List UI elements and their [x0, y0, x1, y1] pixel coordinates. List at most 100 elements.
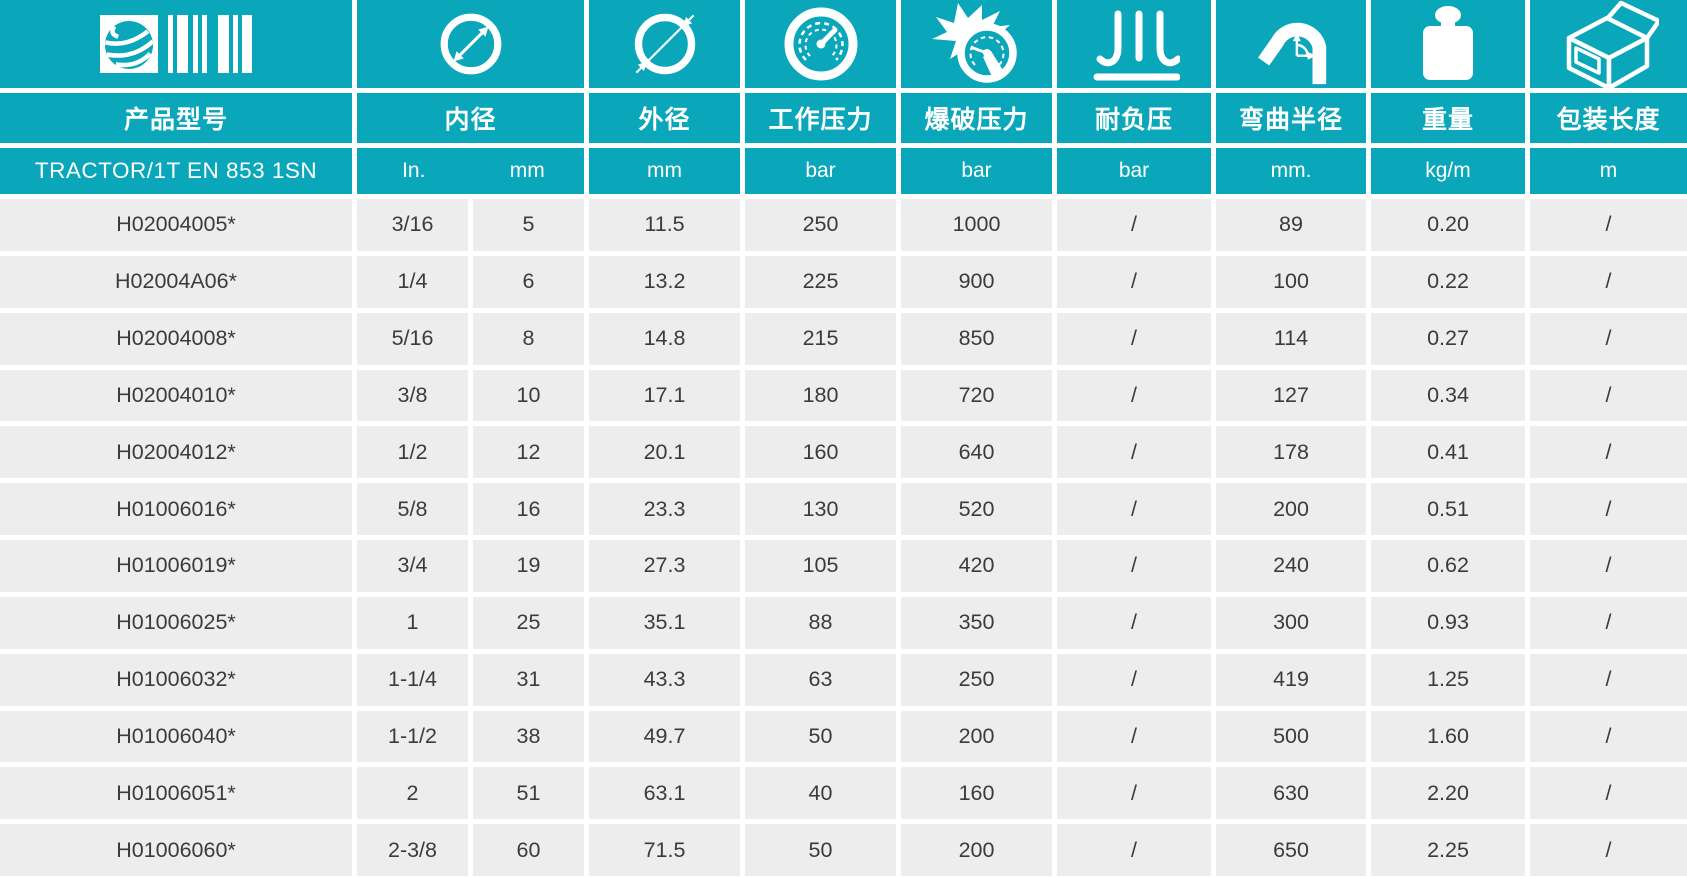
value-cell: 0.27: [1371, 312, 1525, 365]
value-cell: 630: [1216, 767, 1366, 820]
vacuum-unit: bar: [1057, 148, 1211, 194]
value-cell: 1-1/2: [357, 710, 468, 763]
value-cell: 300: [1216, 596, 1366, 649]
value-cell: /: [1530, 255, 1687, 308]
value-cell: 420: [901, 540, 1052, 592]
inner-diameter-icon-cell: [357, 0, 584, 88]
value-cell: /: [1530, 312, 1687, 365]
product-code-cell: H01006032*: [0, 653, 352, 706]
value-cell: /: [1057, 596, 1211, 649]
value-cell: /: [1057, 199, 1211, 251]
value-cell: 0.22: [1371, 255, 1525, 308]
value-cell: 40: [745, 767, 896, 820]
value-cell: 640: [901, 426, 1052, 479]
value-cell: 2: [357, 767, 468, 820]
value-cell: 650: [1216, 824, 1366, 877]
vacuum-icon-cell: [1057, 0, 1211, 88]
value-cell: 1000: [901, 199, 1052, 251]
value-cell: /: [1530, 710, 1687, 763]
value-cell: 19: [473, 540, 584, 592]
value-cell: /: [1057, 824, 1211, 877]
value-cell: 89: [1216, 199, 1366, 251]
value-cell: 88: [745, 596, 896, 649]
value-cell: /: [1530, 426, 1687, 479]
value-cell: /: [1057, 312, 1211, 365]
value-cell: 38: [473, 710, 584, 763]
product-model-header: 产品型号: [0, 93, 352, 143]
value-cell: 1/4: [357, 255, 468, 308]
value-cell: /: [1530, 653, 1687, 706]
value-cell: /: [1530, 199, 1687, 251]
value-cell: /: [1530, 483, 1687, 536]
value-cell: /: [1530, 824, 1687, 877]
burst-pressure-header: 爆破压力: [901, 93, 1052, 143]
product-code-cell: H01006060*: [0, 824, 352, 877]
brand-logo-cell: [0, 0, 352, 88]
value-cell: 50: [745, 824, 896, 877]
value-cell: 71.5: [589, 824, 740, 877]
bend-radius-header: 弯曲半径: [1216, 93, 1366, 143]
inner-diameter-unit-mm: mm: [509, 159, 545, 182]
pack-length-header: 包装长度: [1530, 93, 1687, 143]
value-cell: 0.62: [1371, 540, 1525, 592]
product-code-cell: H02004005*: [0, 199, 352, 251]
value-cell: /: [1057, 767, 1211, 820]
value-cell: 250: [745, 199, 896, 251]
pack-length-icon-cell: [1530, 0, 1687, 88]
value-cell: 43.3: [589, 653, 740, 706]
value-cell: 51: [473, 767, 584, 820]
burst-gauge-icon: [931, 3, 1017, 83]
value-cell: 520: [901, 483, 1052, 536]
value-cell: 0.93: [1371, 596, 1525, 649]
value-cell: 10: [473, 369, 584, 422]
value-cell: /: [1057, 483, 1211, 536]
pressure-gauge-icon: [784, 7, 857, 81]
value-cell: /: [1057, 653, 1211, 706]
working-pressure-icon-cell: [745, 0, 896, 88]
value-cell: 2-3/8: [357, 824, 468, 877]
product-code-cell: H01006019*: [0, 540, 352, 592]
weight-unit: kg/m: [1371, 148, 1525, 194]
inner-diameter-unit-in: In.: [402, 159, 426, 182]
inner-diameter-units: In. mm: [357, 148, 584, 194]
value-cell: 900: [901, 255, 1052, 308]
value-cell: /: [1057, 255, 1211, 308]
value-cell: 8: [473, 312, 584, 365]
value-cell: 200: [901, 710, 1052, 763]
outer-diameter-header: 外径: [589, 93, 740, 143]
value-cell: 850: [901, 312, 1052, 365]
value-cell: /: [1057, 710, 1211, 763]
value-cell: 27.3: [589, 540, 740, 592]
value-cell: 160: [745, 426, 896, 479]
value-cell: 60: [473, 824, 584, 877]
value-cell: 200: [1216, 483, 1366, 536]
inner-diameter-header: 内径: [357, 93, 584, 143]
value-cell: 35.1: [589, 596, 740, 649]
value-cell: 49.7: [589, 710, 740, 763]
bend-radius-icon-cell: [1216, 0, 1366, 88]
value-cell: 240: [1216, 540, 1366, 592]
value-cell: /: [1530, 540, 1687, 592]
value-cell: 17.1: [589, 369, 740, 422]
outer-diameter-unit: mm: [589, 148, 740, 194]
pack-length-unit: m: [1530, 148, 1687, 194]
value-cell: 160: [901, 767, 1052, 820]
product-code-cell: H01006016*: [0, 483, 352, 536]
bend-radius-unit: mm.: [1216, 148, 1366, 194]
product-code-cell: H02004012*: [0, 426, 352, 479]
value-cell: 1-1/4: [357, 653, 468, 706]
value-cell: 25: [473, 596, 584, 649]
product-code-cell: H02004A06*: [0, 255, 352, 308]
value-cell: 500: [1216, 710, 1366, 763]
value-cell: 2.25: [1371, 824, 1525, 877]
value-cell: 16: [473, 483, 584, 536]
value-cell: 3/8: [357, 369, 468, 422]
value-cell: 180: [745, 369, 896, 422]
value-cell: /: [1530, 369, 1687, 422]
value-cell: 1.25: [1371, 653, 1525, 706]
value-cell: 2.20: [1371, 767, 1525, 820]
value-cell: 63.1: [589, 767, 740, 820]
bend-radius-icon: [1258, 22, 1327, 85]
weight-icon: [1423, 6, 1473, 80]
weight-icon-cell: [1371, 0, 1525, 88]
